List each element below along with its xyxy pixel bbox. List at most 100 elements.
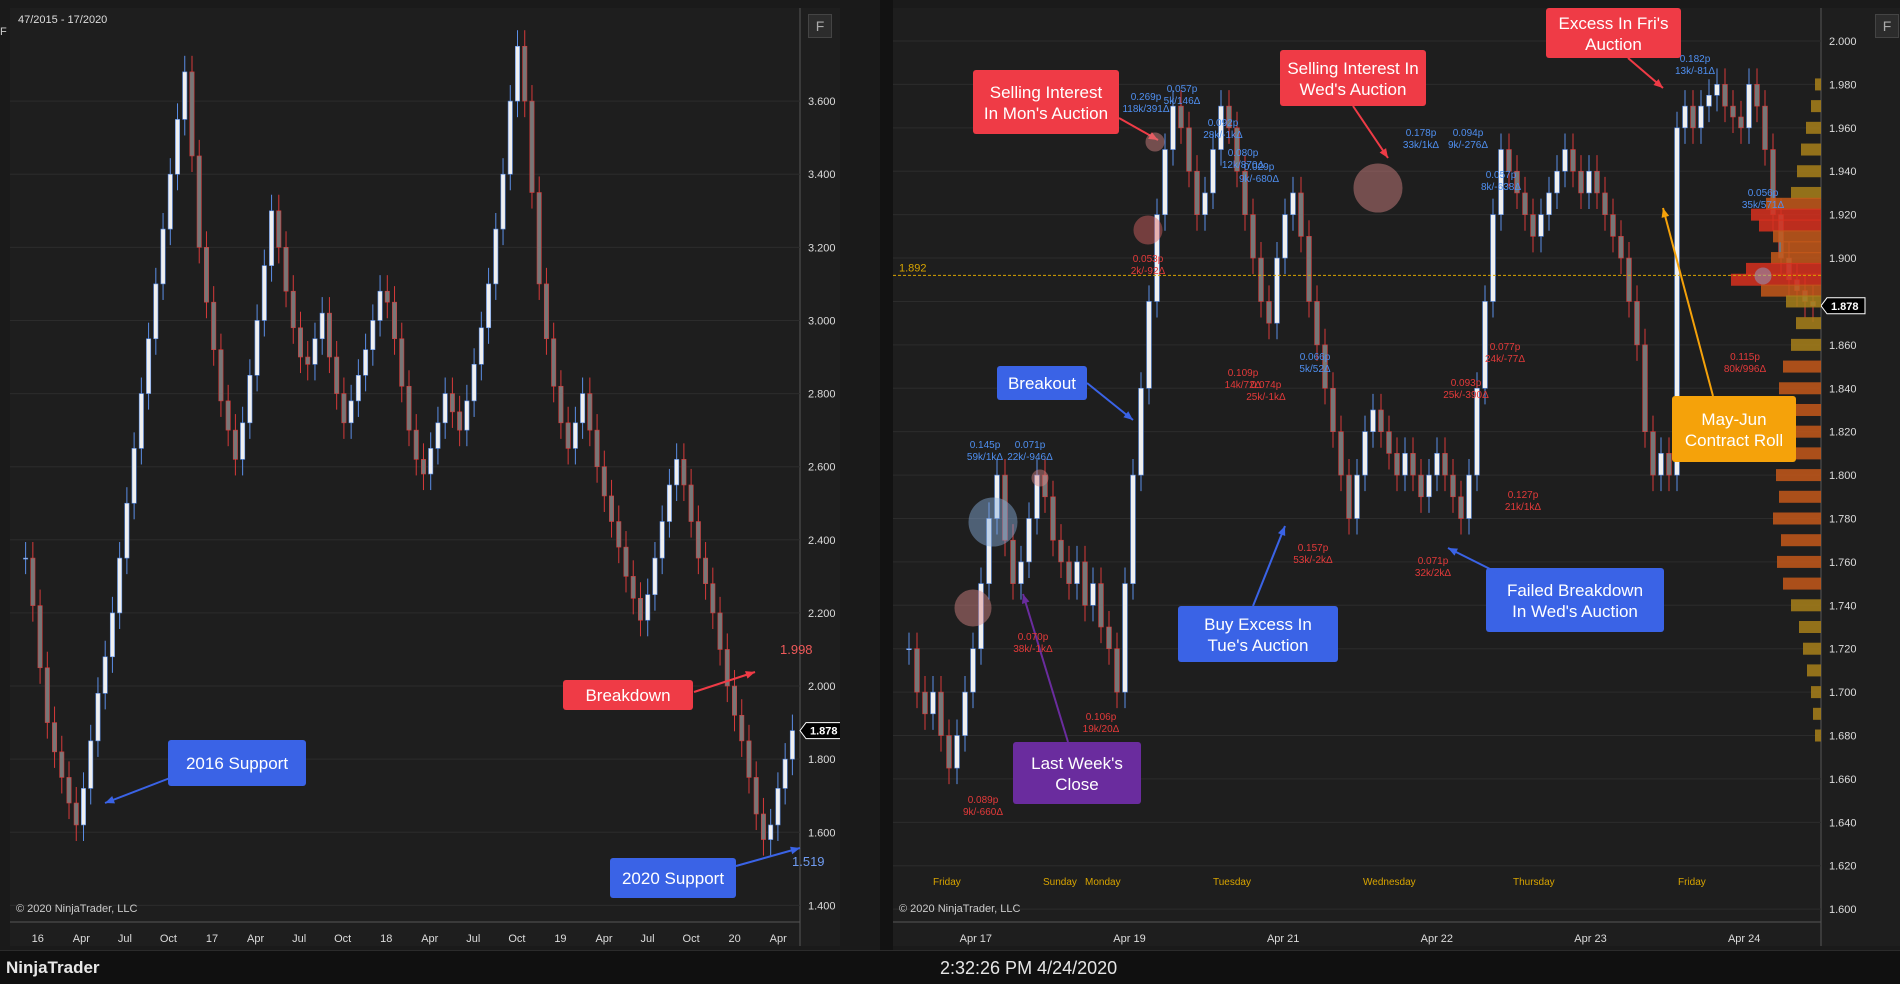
candle-body [486, 283, 492, 329]
x-tick-label: Oct [683, 933, 700, 945]
y-tick-label: 1.700 [1829, 687, 1857, 699]
candle-body [760, 813, 766, 840]
candle-body [1074, 561, 1080, 584]
candle-body [124, 502, 130, 559]
candle-body [52, 722, 58, 753]
left-edge-stub: F [0, 26, 7, 38]
volume-profile-bar [1797, 165, 1821, 178]
pivot-volume-label: 25k/-390Δ [1443, 390, 1489, 401]
price-tag-icon [1820, 297, 1866, 315]
callout-excess-fri: Excess In Fri's [1559, 14, 1669, 33]
candle-body [1754, 84, 1760, 107]
pivot-volume-label: 59k/1kΔ [967, 452, 1003, 463]
candle-body [442, 393, 448, 424]
candle-body [1210, 149, 1216, 194]
candle-body [1498, 149, 1504, 215]
candle-body [1218, 105, 1224, 150]
callout-selling-mon: In Mon's Auction [984, 104, 1108, 123]
callout-failed-breakdown: Failed Breakdown [1507, 581, 1643, 600]
candle-body [1274, 257, 1280, 324]
intraday-chart-panel[interactable]: 2.0001.9801.9601.9401.9201.9001.8801.860… [893, 8, 1900, 946]
callout-buy-excess: Buy Excess In [1204, 615, 1312, 634]
x-tick-label: Jul [118, 933, 132, 945]
x-tick-label: Apr 24 [1728, 933, 1760, 945]
intraday-chart-svg[interactable]: 2.0001.9801.9601.9401.9201.9001.8801.860… [893, 8, 1900, 946]
candle-body [117, 557, 123, 614]
candle-body [638, 597, 643, 621]
candle-body [384, 290, 390, 303]
pivot-value-label: 0.053p [1133, 254, 1164, 265]
pivot-volume-label: 80k/996Δ [1724, 364, 1767, 375]
candle-body [1234, 127, 1240, 172]
candle-body [782, 758, 788, 789]
candle-body [914, 648, 920, 693]
pivot-volume-label: 19k/20Δ [1083, 724, 1120, 735]
x-tick-label: Oct [160, 933, 177, 945]
volume-profile-bar [1799, 621, 1821, 634]
panel-divider[interactable] [880, 0, 893, 950]
candle-body [261, 265, 267, 321]
candle-body [775, 788, 781, 826]
arrow-2020-support-head [790, 846, 800, 855]
callout-selling-wed: Wed's Auction [1300, 80, 1407, 99]
weekly-chart-svg[interactable]: 3.600 3.400 3.200 3.000 2.800 2.600 2.400 2.200… [10, 8, 840, 946]
y-tick-label: 3.600 [808, 96, 836, 108]
y-tick-label: 1.920 [1829, 210, 1857, 222]
y-tick-label: 1.960 [1829, 123, 1857, 135]
pivot-volume-label: 5k/146Δ [1164, 96, 1201, 107]
pivot-value-label: 0.029p [1244, 162, 1275, 173]
pivot-value-label: 0.094p [1453, 128, 1484, 139]
panel-menu-icon[interactable]: F [808, 14, 832, 38]
candle-body [1202, 192, 1208, 215]
candle-body [681, 459, 687, 486]
candle-body [1370, 409, 1376, 432]
candle-body [930, 691, 936, 715]
candle-body [789, 730, 795, 760]
imbalance-bubble [968, 497, 1018, 547]
candle-body [1578, 170, 1584, 194]
candle-body [478, 327, 484, 365]
y-tick-label: 1.680 [1829, 731, 1857, 743]
candle-body [254, 320, 260, 376]
arrow-selling-wed [1352, 105, 1389, 159]
y-tick-label: 1.760 [1829, 557, 1857, 569]
candle-body [1706, 94, 1712, 107]
pivot-volume-label: 14k/72Δ [1225, 380, 1262, 391]
y-tick-label: 3.000 [808, 315, 836, 327]
session-label: Monday [1085, 877, 1121, 888]
candle-body [1386, 431, 1392, 454]
candle-body [232, 429, 238, 460]
callout-contract-roll: May-Jun [1701, 410, 1766, 429]
candle-body [1474, 387, 1480, 476]
candle-body [717, 612, 723, 650]
x-tick-label: Apr [770, 933, 787, 945]
pivot-value-label: 0.109p [1228, 368, 1259, 379]
weekly-chart-panel[interactable]: 3.600 3.400 3.200 3.000 2.800 2.600 2.400 2.200… [10, 8, 840, 946]
candle-body [203, 247, 209, 303]
imbalance-bubble [1353, 163, 1403, 213]
arrow-2020-support [735, 847, 801, 867]
arrow-2016-support-head [105, 796, 115, 804]
candle-body [1738, 116, 1744, 129]
pivot-value-label: 0.115p [1730, 352, 1760, 363]
candle-body [1554, 170, 1560, 194]
x-tick-label: 16 [32, 933, 44, 945]
candle-body [211, 301, 217, 351]
callout-breakout-box [997, 366, 1087, 400]
candle-body [1602, 192, 1608, 215]
panel-menu-icon-right[interactable]: F [1875, 14, 1899, 38]
candle-body [182, 71, 188, 120]
x-tick-label: Jul [641, 933, 655, 945]
candle-body [269, 210, 275, 266]
candle-body [645, 594, 651, 621]
candle-body [240, 422, 246, 460]
candle-body [355, 374, 361, 402]
candle-body [1098, 583, 1104, 628]
candle-body [1066, 561, 1072, 584]
callout-breakout: Breakout [1008, 374, 1076, 393]
callout-selling-mon-box [973, 70, 1119, 134]
volume-profile-bar [1761, 284, 1821, 297]
arrow-breakdown-head [745, 671, 755, 679]
candle-body [464, 400, 470, 431]
y-tick-label: 2.200 [808, 608, 836, 620]
